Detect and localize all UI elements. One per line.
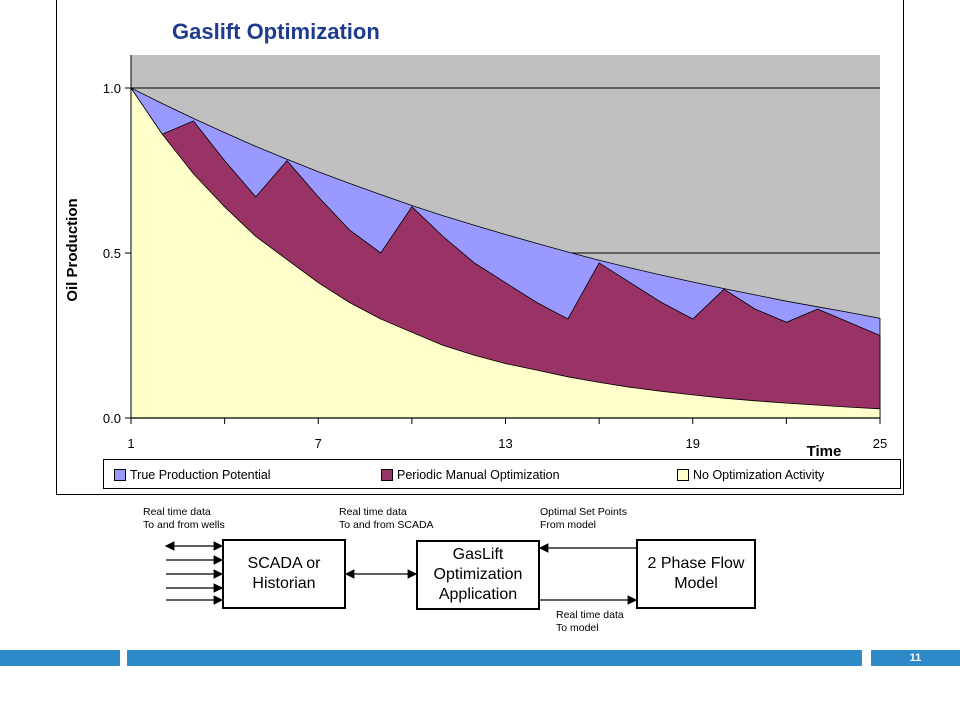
y-axis-title: Oil Production [64, 198, 81, 301]
legend-item-no-optimization: No Optimization Activity [677, 468, 824, 482]
y-tick-label-2: 1.0 [103, 81, 121, 96]
y-tick-label-0: 0.0 [103, 411, 121, 426]
x-tick-label-4: 25 [873, 436, 887, 451]
footer-bar-middle [127, 650, 862, 666]
legend-item-true-potential: True Production Potential [114, 468, 271, 482]
x-tick-label-0: 1 [127, 436, 134, 451]
legend-swatch-no-optimization [677, 469, 689, 481]
area-series-2 [130, 86, 881, 419]
scada-historian-box: SCADA or Historian [222, 539, 346, 609]
flow-model-box: 2 Phase Flow Model [636, 539, 756, 609]
legend-label-no-optimization: No Optimization Activity [693, 468, 825, 482]
page-number: 11 [871, 650, 960, 666]
x-tick-label-3: 19 [686, 436, 700, 451]
x-tick-label-2: 13 [498, 436, 512, 451]
chart-title: Gaslift Optimization [172, 19, 380, 44]
y-tick-label-1: 0.5 [103, 246, 121, 261]
legend-label-manual-optimization: Periodic Manual Optimization [397, 468, 560, 482]
chart-legend: True Production Potential Periodic Manua… [103, 459, 901, 489]
footer-bar-left [0, 650, 120, 666]
x-axis-title: Time [807, 443, 842, 460]
legend-swatch-manual-optimization [381, 469, 393, 481]
gaslift-application-box: GasLift Optimization Application [416, 540, 540, 610]
note-scada-link: Real time data To and from SCADA [339, 506, 434, 531]
chart-svg: 0.0 0.5 1.0 1 7 13 19 25 Oil Production Time [64, 55, 887, 460]
note-wells: Real time data To and from wells [143, 506, 225, 531]
legend-item-manual-optimization: Periodic Manual Optimization [381, 468, 560, 482]
note-to-model: Real time data To model [556, 609, 624, 634]
legend-label-true-potential: True Production Potential [130, 468, 271, 482]
note-set-points: Optimal Set Points From model [540, 506, 627, 531]
legend-swatch-true-potential [114, 469, 126, 481]
x-tick-label-1: 7 [315, 436, 322, 451]
